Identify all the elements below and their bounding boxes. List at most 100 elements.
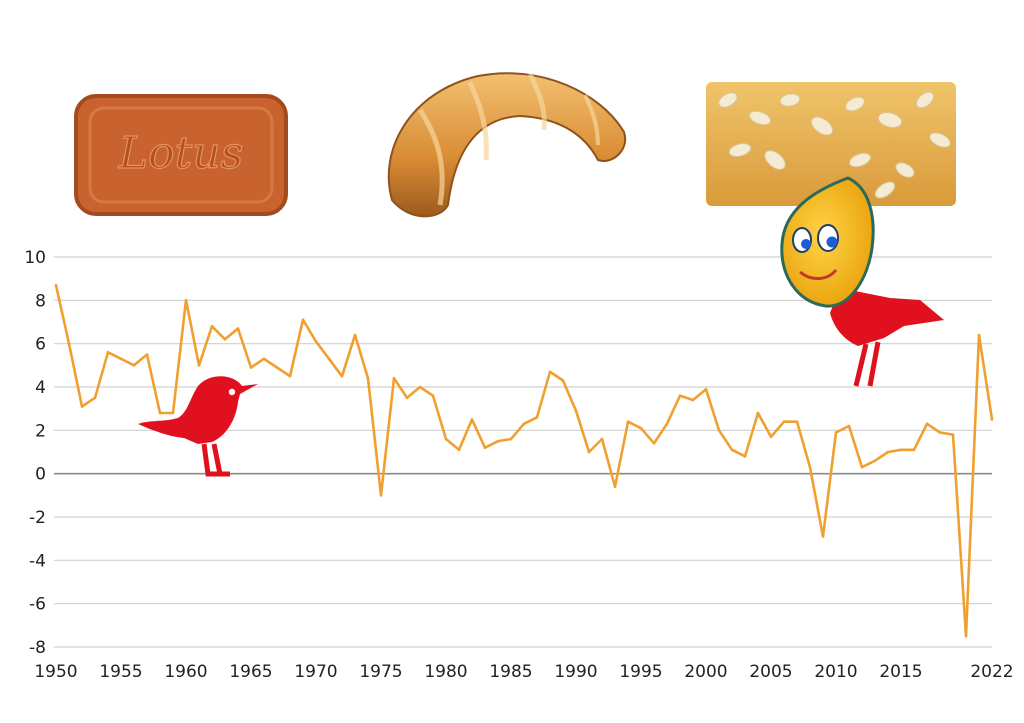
data-point xyxy=(613,485,617,488)
data-point xyxy=(600,437,604,441)
data-point xyxy=(678,394,682,397)
y-tick-label: 0 xyxy=(35,465,46,485)
x-tick-label: 1990 xyxy=(554,662,597,682)
speculoos-biscuit-image: Lotus xyxy=(74,94,288,216)
data-point xyxy=(262,357,266,361)
data-point xyxy=(756,411,760,415)
data-point xyxy=(691,398,695,402)
data-point xyxy=(964,634,968,638)
data-point xyxy=(808,465,812,469)
x-tick-label: 2022 xyxy=(970,662,1013,682)
x-tick-label: 2000 xyxy=(684,662,727,682)
y-tick-label: -6 xyxy=(29,595,46,615)
data-point xyxy=(275,366,279,369)
biscuit-logo-text: Lotus xyxy=(118,128,243,179)
y-tick-label: -4 xyxy=(29,551,46,571)
data-point xyxy=(405,396,409,400)
data-point xyxy=(587,450,591,454)
data-point xyxy=(509,437,513,441)
data-point xyxy=(938,431,942,434)
data-point xyxy=(379,494,383,497)
y-tick-label: 8 xyxy=(35,291,46,311)
data-point xyxy=(912,448,916,452)
data-point xyxy=(561,379,565,382)
data-point xyxy=(496,439,500,443)
y-axis-ticks: 10 8 6 4 2 0 -2 -4 -6 -8 xyxy=(24,248,46,658)
data-point xyxy=(67,342,71,345)
data-point xyxy=(132,364,136,367)
data-point xyxy=(626,420,630,423)
almond-cake-image xyxy=(706,82,956,206)
data-point xyxy=(522,422,526,426)
data-point xyxy=(639,426,643,430)
x-axis-ticks: 1950 1955 1960 1965 1970 1975 1980 1985 1990 1995… xyxy=(34,662,1013,682)
data-point xyxy=(366,377,370,380)
data-point xyxy=(301,318,305,322)
data-point xyxy=(431,394,435,397)
data-point xyxy=(80,405,84,408)
x-tick-label: 1965 xyxy=(229,662,272,682)
data-point xyxy=(860,465,864,469)
data-point xyxy=(535,416,539,419)
x-tick-label: 1955 xyxy=(99,662,142,682)
data-point xyxy=(873,459,877,462)
data-point xyxy=(847,424,851,428)
data-point xyxy=(743,455,747,458)
y-tick-label: 4 xyxy=(35,378,46,398)
data-point xyxy=(899,448,903,452)
data-point xyxy=(392,377,396,380)
data-point xyxy=(353,333,357,337)
croissant-image xyxy=(387,72,627,218)
data-point xyxy=(236,327,240,330)
y-tick-label: 10 xyxy=(24,248,46,268)
x-tick-label: 1980 xyxy=(424,662,467,682)
data-point xyxy=(249,366,253,369)
data-point xyxy=(977,333,981,337)
x-tick-label: 1950 xyxy=(34,662,77,682)
data-point xyxy=(418,385,422,389)
data-point xyxy=(886,450,890,454)
data-point xyxy=(730,448,734,452)
data-point xyxy=(548,370,552,374)
data-point xyxy=(769,435,773,439)
data-point xyxy=(925,422,929,426)
y-tick-label: 2 xyxy=(35,421,46,441)
data-point xyxy=(314,340,318,343)
red-bird-logo-icon xyxy=(138,376,258,477)
x-tick-label: 2015 xyxy=(879,662,922,682)
data-point xyxy=(184,299,188,302)
data-point xyxy=(665,422,669,426)
data-point xyxy=(171,411,175,415)
data-point xyxy=(457,448,461,452)
data-point xyxy=(444,437,448,441)
data-point xyxy=(145,353,149,356)
data-point xyxy=(704,387,708,391)
data-point xyxy=(951,433,955,436)
x-tick-label: 1975 xyxy=(359,662,402,682)
data-point xyxy=(197,364,201,367)
y-tick-label: -2 xyxy=(29,508,46,528)
data-point xyxy=(223,338,227,341)
data-point xyxy=(340,374,344,378)
x-tick-label: 1960 xyxy=(164,662,207,682)
data-point xyxy=(288,374,292,378)
data-point xyxy=(106,351,110,354)
y-tick-label: 6 xyxy=(35,335,46,355)
x-tick-label: 1995 xyxy=(619,662,662,682)
data-point xyxy=(470,418,474,421)
data-point xyxy=(717,429,721,432)
x-tick-label: 1985 xyxy=(489,662,532,682)
x-tick-label: 2005 xyxy=(749,662,792,682)
data-point xyxy=(821,535,825,538)
data-point xyxy=(210,325,214,328)
data-point xyxy=(990,418,994,421)
x-tick-label: 1970 xyxy=(294,662,337,682)
x-tick-label: 2010 xyxy=(814,662,857,682)
data-point xyxy=(93,396,97,400)
data-point xyxy=(119,357,123,361)
data-point xyxy=(574,409,578,413)
y-tick-label: -8 xyxy=(29,638,46,658)
data-point xyxy=(54,283,58,287)
data-point xyxy=(795,420,799,423)
